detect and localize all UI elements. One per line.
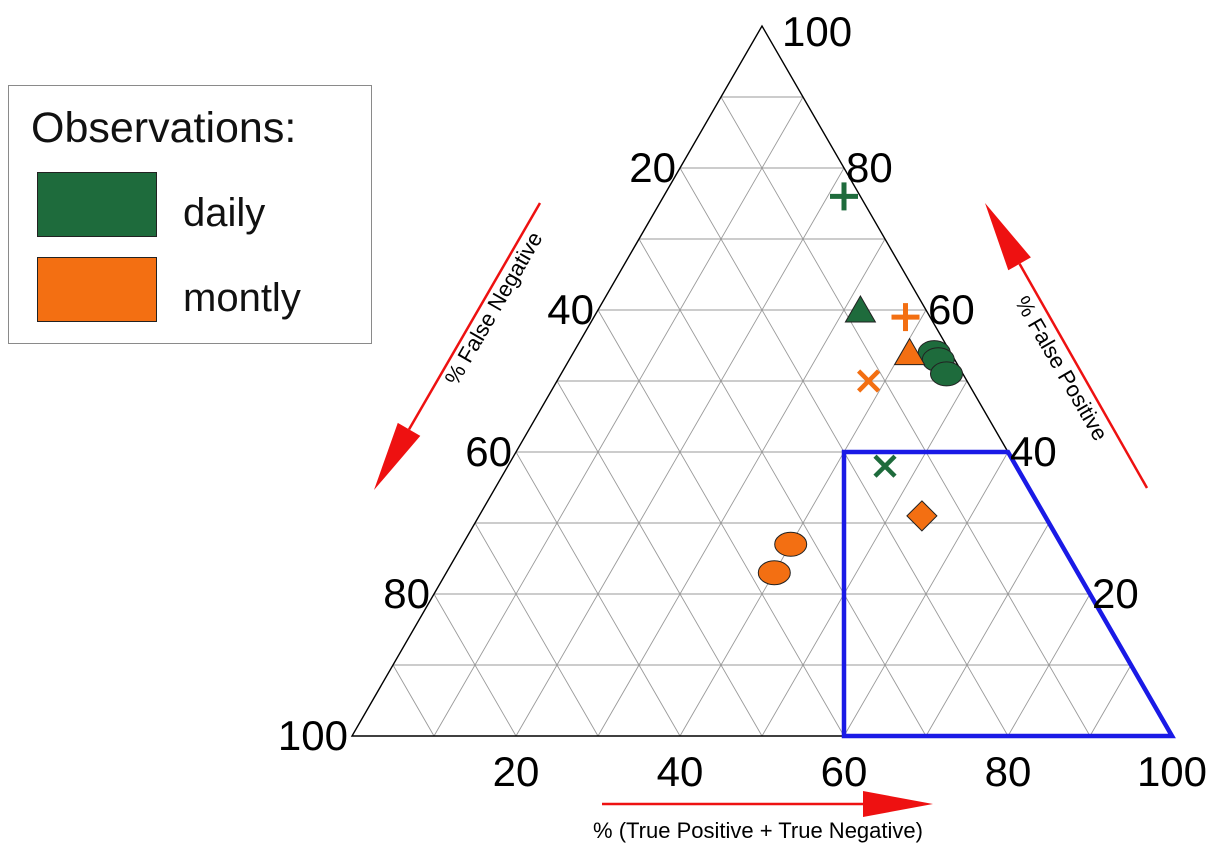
tick-label-bottom: 60 [821,748,868,795]
fp-arrow-shaft [1018,263,1149,489]
grid [392,96,1132,737]
point-daily-cross [873,454,897,478]
tick-labels: 100 20 40 60 80 100 20 40 60 80 100 20 40 60 80 [278,8,1207,795]
point-montly-circle [774,531,808,557]
grid-line [474,522,599,737]
grid-line [433,96,804,737]
legend-title: Observations: [31,104,297,152]
point-montly-circle [757,560,791,586]
grid-line [597,309,845,737]
axis-label-false-positive: % False Positive [1010,292,1113,445]
fn-arrow-shaft [407,202,542,431]
axis-arrows [374,202,1149,817]
tick-label-bottom: 40 [657,748,704,795]
axis-label-false-negative: % False Negative [440,227,548,389]
point-daily-triangle [844,294,877,323]
triangle-frame [350,24,1174,737]
grid-line [515,451,681,737]
legend-swatch-montly [37,257,157,322]
point-montly-triangle [893,337,926,366]
point-daily-circle [930,361,963,387]
tick-label-left: 100 [278,712,348,759]
tick-label-left: 60 [465,428,512,475]
tick-label-right: 40 [1010,428,1057,475]
tick-label-top: 100 [782,8,852,55]
highlight-region [841,449,1176,739]
tick-label-bottom: 20 [493,748,540,795]
grid-line [761,380,968,737]
tp-tn-arrow-head [863,791,933,817]
legend-label-daily: daily [183,191,266,235]
tick-label-bottom: 80 [985,748,1032,795]
fp-arrow [985,203,1149,489]
tp-tn-arrow [602,791,933,817]
grid-line [720,96,1091,737]
grid-line [597,238,886,737]
tick-label-left: 20 [629,144,676,191]
point-daily-plus [830,182,858,211]
point-montly-diamond [906,500,938,532]
tick-label-left: 40 [547,286,594,333]
grid-line [556,380,763,737]
legend-label-montly: montly [183,276,301,320]
fn-arrow-head [374,422,421,490]
grid-line [392,664,435,737]
grid-line [1089,664,1132,737]
point-montly-cross [857,369,881,393]
axis-label-true-positive-negative: % (True Positive + True Negative) [593,818,923,843]
data-points [757,182,963,586]
fn-arrow [374,202,542,490]
legend: Observations: daily montly [8,85,372,344]
tick-label-right: 60 [928,286,975,333]
tick-label-bottom: 100 [1137,748,1207,795]
grid-line [925,522,1050,737]
grid-line [433,593,517,737]
fp-arrow-head [985,203,1031,271]
tick-label-right: 20 [1092,570,1139,617]
legend-swatch-daily [37,172,157,237]
tick-label-left: 80 [383,570,430,617]
point-montly-plus [891,303,920,332]
grid-line [638,238,927,737]
tick-label-right: 80 [846,144,893,191]
